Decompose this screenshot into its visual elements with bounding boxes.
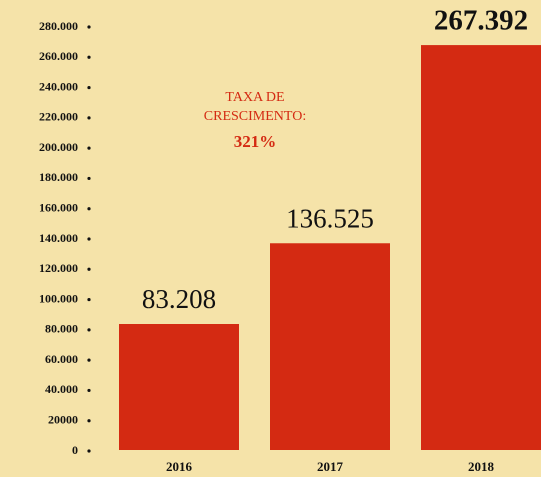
tick-mark [87, 237, 91, 241]
tick-mark [87, 146, 91, 150]
y-tick-label: 80.000 [45, 322, 78, 336]
tick-mark [87, 207, 91, 211]
y-tick-label: 200.000 [39, 140, 78, 154]
value-label: 267.392 [434, 5, 528, 37]
value-label: 136.525 [286, 203, 374, 233]
tick-mark [87, 297, 91, 302]
tick-mark [87, 449, 91, 453]
y-tick-label: 140.000 [39, 231, 78, 245]
tick-mark [87, 358, 91, 362]
y-tick-label: 160.000 [39, 200, 78, 214]
annotation-text: TAXA DE CRESCIMENTO: [203, 90, 307, 124]
tick-mark [87, 328, 91, 332]
tick-mark [87, 116, 91, 120]
x-tick-label: 2018 [468, 459, 495, 474]
annotation-value: 321% [233, 132, 277, 151]
bar [119, 323, 239, 450]
tick-mark [87, 55, 91, 59]
tick-mark [87, 85, 91, 90]
tick-mark [87, 388, 91, 393]
tick-mark [87, 419, 91, 423]
y-tick-label: 40.000 [45, 382, 78, 396]
y-tick-label: 260.000 [39, 49, 78, 63]
y-tick-label: 20000 [48, 412, 78, 426]
y-tick-label: 120.000 [39, 261, 78, 275]
y-tick-label: 240.000 [39, 79, 78, 93]
y-tick-label: 220.000 [39, 110, 78, 124]
tick-mark [87, 176, 91, 181]
tick-mark [87, 25, 91, 29]
y-tick-label: 60.000 [45, 352, 78, 366]
tick-mark [87, 267, 91, 271]
y-tick-label: 280.000 [39, 19, 78, 33]
x-tick-label: 2017 [317, 459, 344, 474]
bar [270, 243, 390, 450]
value-label: 83.208 [142, 284, 216, 314]
y-tick-label: 0 [72, 443, 78, 457]
y-tick-label: 100.000 [39, 291, 78, 305]
bar [421, 45, 541, 451]
x-tick-label: 2016 [166, 459, 193, 474]
y-tick-label: 180.000 [39, 170, 78, 184]
